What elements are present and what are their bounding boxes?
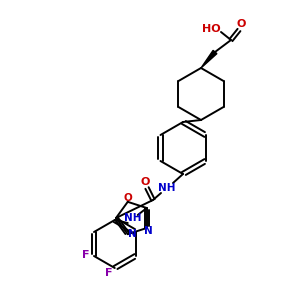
Text: N: N (144, 226, 153, 236)
Text: F: F (82, 250, 90, 260)
Text: F: F (105, 268, 112, 278)
Polygon shape (201, 50, 217, 68)
Text: N: N (128, 229, 137, 239)
Text: O: O (140, 177, 150, 187)
Text: O: O (123, 193, 132, 203)
Text: NH: NH (158, 183, 176, 193)
Text: NH: NH (124, 213, 142, 223)
Text: HO: HO (202, 24, 220, 34)
Text: O: O (236, 19, 246, 29)
